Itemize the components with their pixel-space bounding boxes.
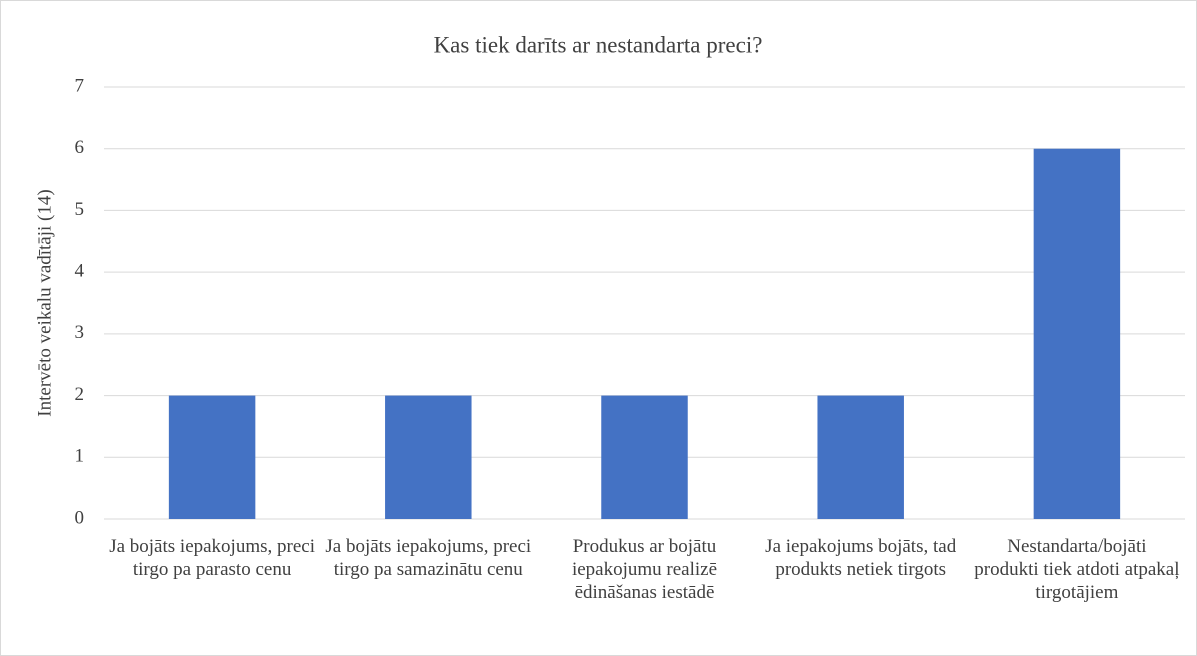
y-tick-label: 2: [75, 384, 85, 405]
x-tick-label: Ja bojāts iepakojums, preci tirgo pa sam…: [325, 536, 532, 580]
y-tick-label: 4: [75, 261, 85, 282]
y-tick-label: 5: [75, 199, 85, 220]
y-tick-label: 6: [75, 137, 85, 158]
x-tick-label-box: Ja iepakojums bojāts, tad produkts netie…: [765, 536, 957, 580]
bar: [1033, 148, 1121, 519]
x-tick-label-box: Nestandarta/bojāti produkti tiek atdoti …: [974, 536, 1180, 603]
x-tick-label: Produkus ar bojātu iepakojumu realizē ēd…: [571, 536, 718, 603]
bar: [817, 395, 904, 519]
y-tick-label: 3: [75, 322, 85, 343]
y-axis-label: Intervēto veikalu vadītāji (14): [34, 189, 55, 416]
y-tick-label: 0: [75, 507, 85, 528]
x-tick-label: Ja iepakojums bojāts, tad produkts netie…: [765, 536, 957, 580]
x-tick-label: Nestandarta/bojāti produkti tiek atdoti …: [974, 536, 1180, 603]
chart-title: Kas tiek darīts ar nestandarta preci?: [434, 32, 763, 57]
bar: [601, 395, 688, 519]
x-tick-label: Ja bojāts iepakojums, preci tirgo pa par…: [109, 536, 315, 580]
y-tick-label: 1: [75, 446, 85, 467]
bar: [168, 395, 256, 519]
x-tick-label-box: Ja bojāts iepakojums, preci tirgo pa sam…: [325, 536, 532, 580]
bar: [385, 395, 472, 519]
x-tick-label-box: Produkus ar bojātu iepakojumu realizē ēd…: [571, 536, 718, 603]
y-tick-label: 7: [75, 75, 85, 96]
x-tick-label-box: Ja bojāts iepakojums, preci tirgo pa par…: [109, 536, 315, 580]
